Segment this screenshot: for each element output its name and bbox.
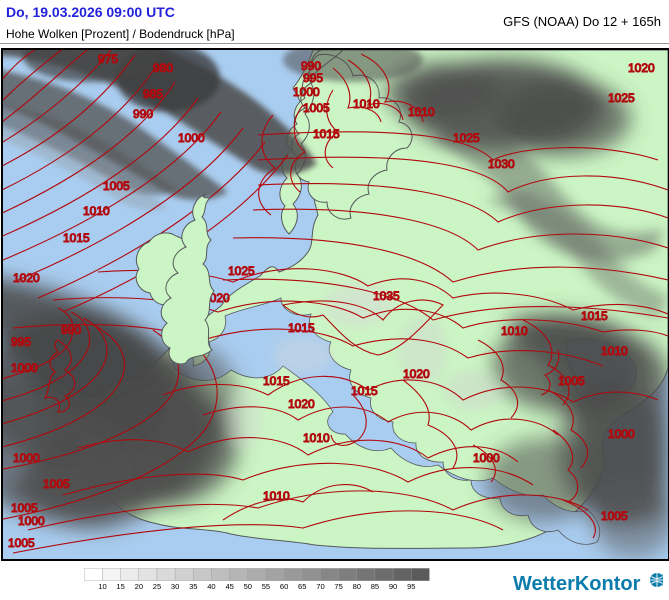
svg-text:1025: 1025 bbox=[608, 91, 635, 105]
svg-text:80: 80 bbox=[353, 582, 361, 589]
svg-text:1015: 1015 bbox=[263, 374, 290, 388]
svg-text:1015: 1015 bbox=[63, 231, 90, 245]
svg-text:1005: 1005 bbox=[43, 477, 70, 491]
svg-text:1000: 1000 bbox=[13, 451, 40, 465]
svg-text:50: 50 bbox=[244, 582, 252, 589]
svg-text:70: 70 bbox=[316, 582, 324, 589]
svg-text:985: 985 bbox=[143, 87, 163, 101]
svg-text:1025: 1025 bbox=[228, 264, 255, 278]
svg-text:990: 990 bbox=[133, 107, 153, 121]
svg-text:980: 980 bbox=[153, 61, 173, 75]
svg-text:1010: 1010 bbox=[83, 204, 110, 218]
svg-text:65: 65 bbox=[298, 582, 306, 589]
svg-text:10: 10 bbox=[98, 582, 106, 589]
svg-text:30: 30 bbox=[171, 582, 179, 589]
svg-text:1015: 1015 bbox=[288, 321, 315, 335]
svg-text:1020: 1020 bbox=[628, 61, 655, 75]
svg-text:1010: 1010 bbox=[601, 344, 628, 358]
svg-text:1010: 1010 bbox=[263, 489, 290, 503]
svg-text:995: 995 bbox=[11, 335, 31, 349]
svg-text:75: 75 bbox=[334, 582, 342, 589]
svg-text:1000: 1000 bbox=[293, 85, 320, 99]
svg-text:40: 40 bbox=[207, 582, 215, 589]
svg-text:1015: 1015 bbox=[351, 384, 378, 398]
svg-text:15: 15 bbox=[116, 582, 124, 589]
svg-text:95: 95 bbox=[407, 582, 415, 589]
svg-text:1000: 1000 bbox=[178, 131, 205, 145]
svg-text:35: 35 bbox=[189, 582, 197, 589]
svg-text:90: 90 bbox=[389, 582, 397, 589]
svg-text:990: 990 bbox=[61, 323, 81, 337]
svg-text:1020: 1020 bbox=[13, 271, 40, 285]
svg-text:WetterKontor: WetterKontor bbox=[513, 573, 641, 595]
svg-text:1010: 1010 bbox=[501, 324, 528, 338]
svg-text:1025: 1025 bbox=[453, 131, 480, 145]
svg-text:995: 995 bbox=[303, 71, 323, 85]
svg-text:1005: 1005 bbox=[303, 101, 330, 115]
svg-text:1000: 1000 bbox=[608, 427, 635, 441]
svg-text:1020: 1020 bbox=[403, 367, 430, 381]
svg-text:1000: 1000 bbox=[473, 451, 500, 465]
svg-text:20: 20 bbox=[135, 582, 143, 589]
svg-text:1015: 1015 bbox=[581, 309, 608, 323]
svg-text:1000: 1000 bbox=[11, 361, 38, 375]
svg-text:1010: 1010 bbox=[408, 105, 435, 119]
svg-text:45: 45 bbox=[225, 582, 233, 589]
svg-text:1010: 1010 bbox=[353, 97, 380, 111]
svg-text:85: 85 bbox=[371, 582, 379, 589]
svg-text:1010: 1010 bbox=[303, 431, 330, 445]
svg-text:975: 975 bbox=[98, 52, 118, 66]
svg-text:55: 55 bbox=[262, 582, 270, 589]
svg-text:1005: 1005 bbox=[8, 536, 35, 550]
svg-text:1030: 1030 bbox=[488, 157, 515, 171]
svg-text:1035: 1035 bbox=[373, 289, 400, 303]
svg-text:60: 60 bbox=[280, 582, 288, 589]
svg-text:1020: 1020 bbox=[288, 397, 315, 411]
svg-text:1005: 1005 bbox=[11, 501, 38, 515]
svg-text:1005: 1005 bbox=[558, 374, 585, 388]
svg-text:1000: 1000 bbox=[18, 514, 45, 528]
svg-text:1015: 1015 bbox=[313, 127, 340, 141]
svg-text:1005: 1005 bbox=[103, 179, 130, 193]
svg-text:25: 25 bbox=[153, 582, 161, 589]
svg-text:1005: 1005 bbox=[601, 509, 628, 523]
